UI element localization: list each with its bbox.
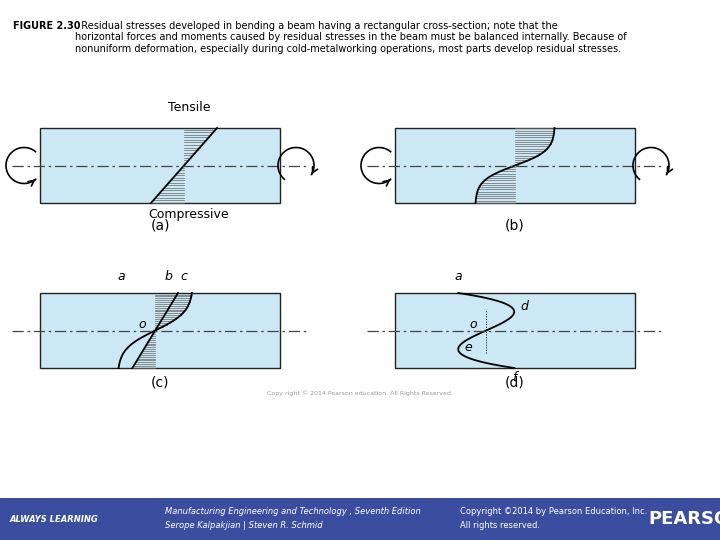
Text: f: f	[512, 371, 516, 384]
Text: Residual stresses developed in bending a beam having a rectangular cross-section: Residual stresses developed in bending a…	[75, 21, 626, 53]
Text: (b): (b)	[505, 218, 525, 232]
Text: Tensile: Tensile	[168, 101, 210, 114]
Text: d: d	[520, 300, 528, 313]
Text: PEARSON: PEARSON	[648, 510, 720, 528]
Text: e: e	[464, 341, 472, 354]
Text: Serope Kalpakjian | Steven R. Schmid: Serope Kalpakjian | Steven R. Schmid	[165, 522, 323, 530]
Bar	[40, 128, 280, 203]
Bar	[395, 293, 635, 368]
Text: c: c	[180, 270, 187, 283]
Text: ALWAYS LEARNING: ALWAYS LEARNING	[10, 515, 99, 523]
Text: o: o	[469, 319, 477, 332]
Text: Manufacturing Engineering and Technology , Seventh Edition: Manufacturing Engineering and Technology…	[165, 508, 420, 516]
Text: (d): (d)	[505, 375, 525, 389]
Bar	[40, 293, 280, 368]
Bar	[395, 128, 635, 203]
Text: o: o	[138, 319, 146, 332]
Text: FIGURE 2.30: FIGURE 2.30	[13, 21, 81, 31]
Text: a: a	[117, 270, 125, 283]
Text: All rights reserved.: All rights reserved.	[460, 522, 540, 530]
Text: (a): (a)	[150, 218, 170, 232]
Text: b: b	[165, 270, 172, 283]
Text: (c): (c)	[150, 375, 169, 389]
Text: a: a	[454, 270, 462, 283]
Text: Compressive: Compressive	[149, 208, 229, 221]
Text: Copy right © 2014 Pearson education. All Rights Reserved.: Copy right © 2014 Pearson education. All…	[267, 390, 453, 396]
Text: Copyright ©2014 by Pearson Education, Inc.: Copyright ©2014 by Pearson Education, In…	[460, 508, 647, 516]
